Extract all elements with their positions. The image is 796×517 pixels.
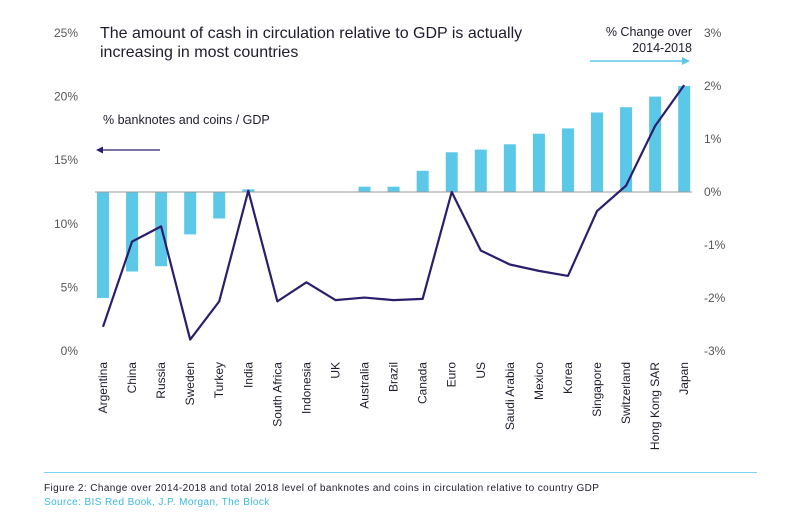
x-tick-label: Sweden bbox=[183, 362, 197, 405]
right-tick-label: 0% bbox=[704, 185, 722, 199]
bar-singapore bbox=[591, 112, 604, 192]
x-axis-labels: Argentina China Russia Sweden Turkey India Sou… bbox=[96, 362, 691, 450]
chart-title: The amount of cash in circulation relati… bbox=[100, 25, 523, 61]
bar-korea bbox=[561, 128, 574, 192]
x-tick-label: Hong Kong SAR bbox=[648, 362, 662, 450]
right-arrow-head-icon bbox=[682, 57, 690, 65]
x-tick-label: Saudi Arabia bbox=[503, 362, 517, 430]
x-tick-label: US bbox=[474, 362, 488, 379]
x-tick-label: India bbox=[241, 362, 255, 388]
bar-euro bbox=[445, 152, 458, 192]
x-tick-label: Mexico bbox=[532, 362, 546, 400]
bar-us bbox=[474, 149, 487, 192]
figure-caption: Figure 2: Change over 2014-2018 and tota… bbox=[44, 483, 600, 494]
x-tick-label: Singapore bbox=[590, 362, 604, 417]
left-axis-ticks: 0% 5% 10% 15% 20% 25% bbox=[54, 26, 78, 358]
x-tick-label: Euro bbox=[445, 362, 459, 388]
x-tick-label: Argentina bbox=[96, 362, 110, 414]
x-tick-label: Korea bbox=[561, 362, 575, 394]
right-legend-label: % Change over 2014-2018 bbox=[605, 25, 692, 55]
x-tick-label: Canada bbox=[416, 362, 430, 404]
left-tick-label: 0% bbox=[61, 344, 79, 358]
bar-turkey bbox=[213, 192, 226, 219]
bar-japan bbox=[678, 86, 691, 192]
right-axis-ticks: -3% -2% -1% 0% 1% 2% 3% bbox=[704, 26, 726, 358]
x-tick-label: Australia bbox=[358, 362, 372, 409]
figure-source: Source: BIS Red Book, J.P. Morgan, The B… bbox=[44, 497, 270, 508]
x-tick-label: Indonesia bbox=[299, 362, 313, 414]
right-tick-label: 1% bbox=[704, 132, 722, 146]
x-tick-label: Russia bbox=[154, 362, 168, 399]
left-tick-label: 5% bbox=[61, 280, 79, 294]
bar-argentina bbox=[97, 192, 109, 298]
x-tick-label: South Africa bbox=[270, 362, 284, 427]
bar-mexico bbox=[532, 133, 545, 192]
right-tick-label: -3% bbox=[704, 344, 726, 358]
right-tick-label: -2% bbox=[704, 291, 726, 305]
left-tick-label: 15% bbox=[54, 153, 78, 167]
bar-series bbox=[97, 86, 691, 298]
x-tick-label: Brazil bbox=[387, 362, 401, 392]
bar-sweden bbox=[184, 192, 197, 235]
right-tick-label: 2% bbox=[704, 79, 722, 93]
left-tick-label: 10% bbox=[54, 217, 78, 231]
caption-separator bbox=[44, 472, 757, 473]
bar-switzerland bbox=[620, 107, 633, 192]
line-series bbox=[101, 84, 686, 341]
right-tick-label: -1% bbox=[704, 238, 726, 252]
bar-china bbox=[126, 192, 139, 272]
right-tick-label: 3% bbox=[704, 26, 722, 40]
bar-australia bbox=[358, 186, 371, 192]
left-tick-label: 20% bbox=[54, 90, 78, 104]
x-tick-label: Japan bbox=[677, 362, 691, 395]
left-arrow-head-icon bbox=[96, 146, 103, 154]
x-tick-label: Switzerland bbox=[619, 362, 633, 424]
x-tick-label: UK bbox=[328, 362, 342, 379]
left-tick-label: 25% bbox=[54, 26, 78, 40]
bar-brazil bbox=[387, 186, 400, 192]
left-legend-label: % banknotes and coins / GDP bbox=[103, 113, 270, 127]
bar-canada bbox=[416, 170, 429, 192]
x-tick-label: China bbox=[125, 362, 139, 394]
x-tick-label: Turkey bbox=[212, 362, 226, 398]
legend-arrows bbox=[96, 57, 690, 154]
bar-saudi-arabia bbox=[503, 144, 516, 192]
bar-hong-kong-sar bbox=[649, 96, 662, 192]
